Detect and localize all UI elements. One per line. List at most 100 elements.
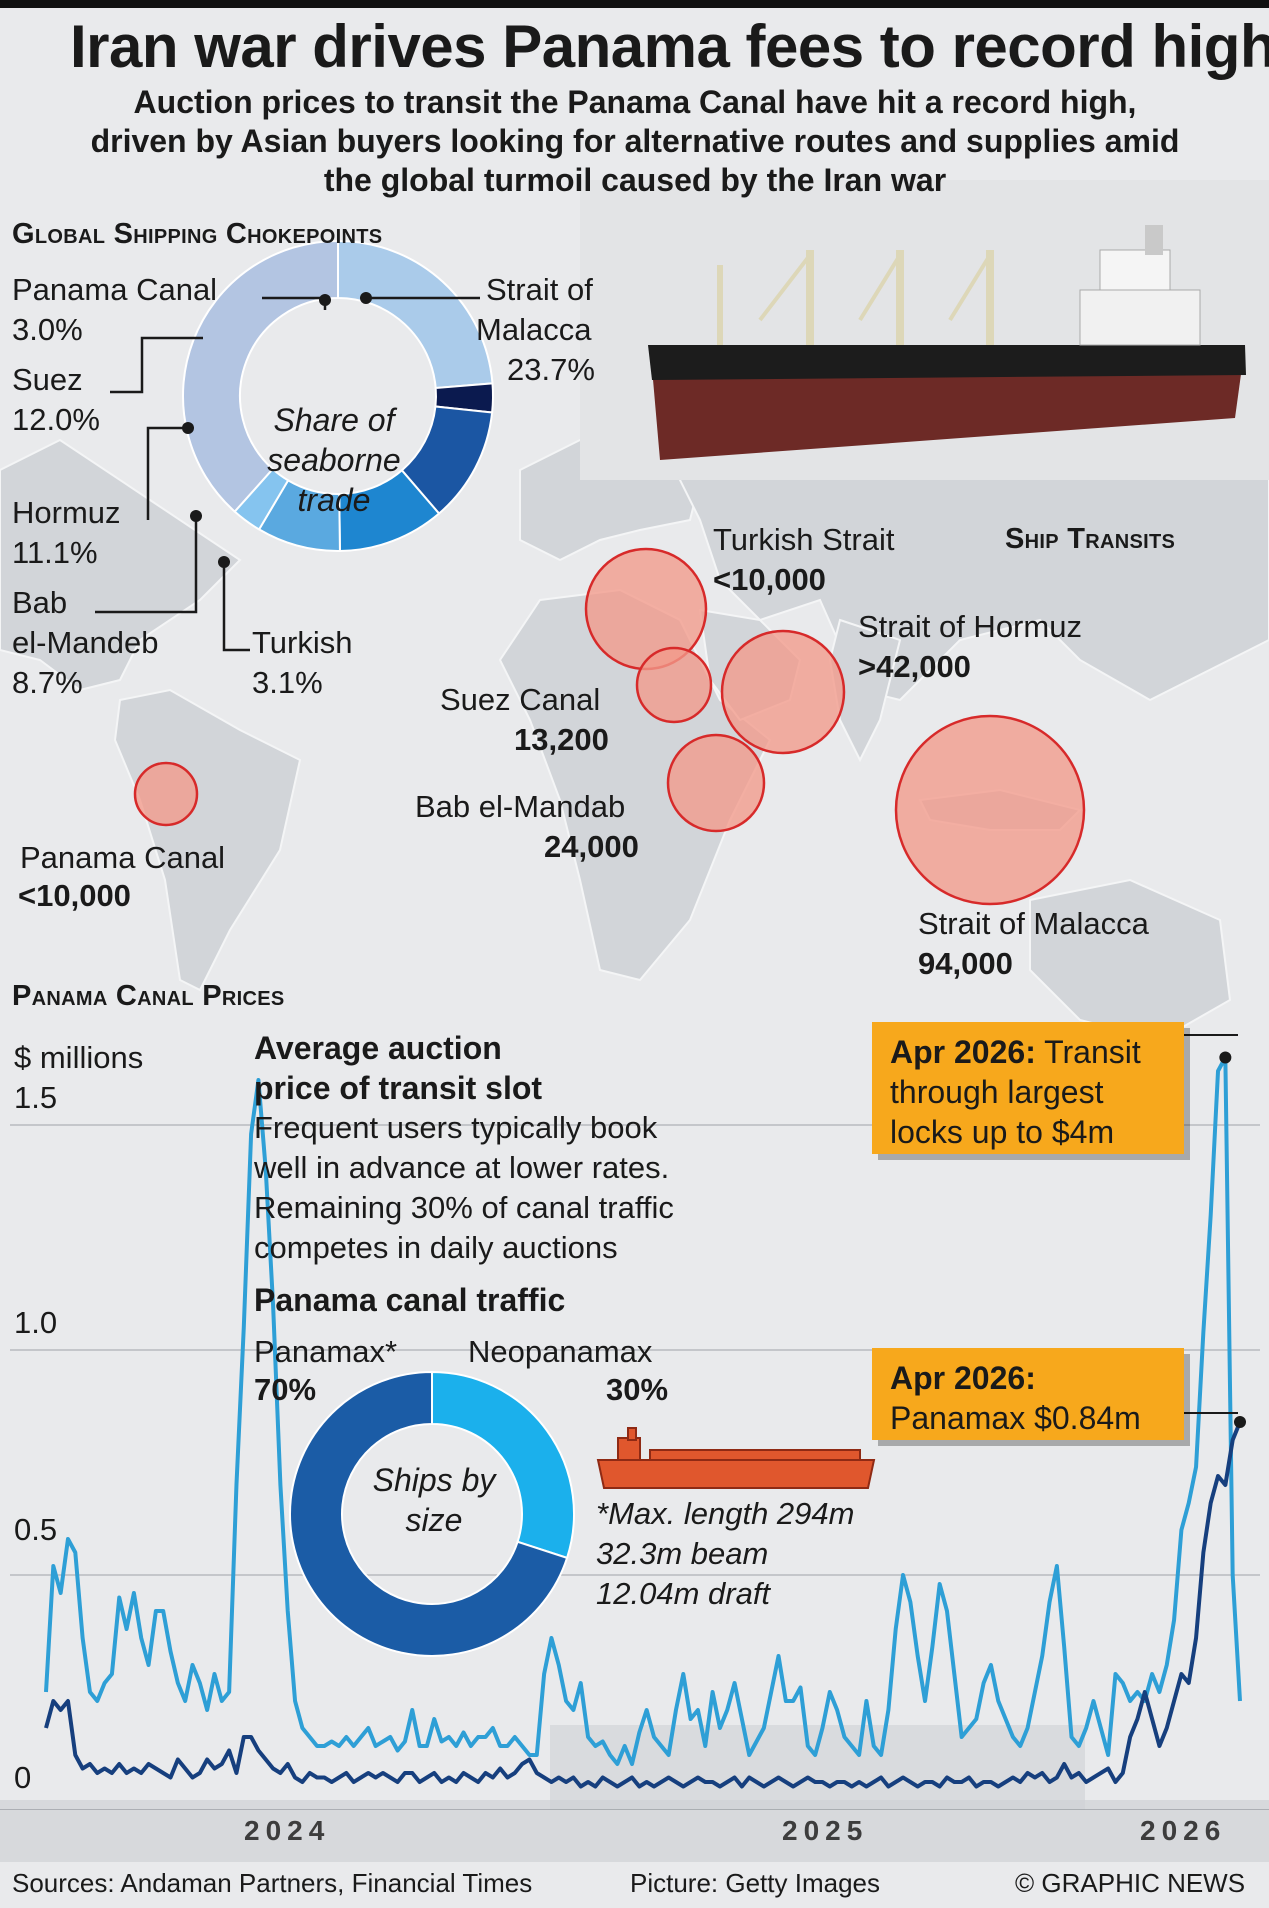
leader-turkish <box>222 562 250 652</box>
transit-value-turkish: <10,000 <box>713 562 826 597</box>
x-tick-2026: 2026 <box>1140 1815 1227 1846</box>
note-line3: 12.04m draft <box>596 1576 771 1611</box>
footer-picture: Picture: Getty Images <box>630 1868 880 1898</box>
transit-name-turkish: Turkish Strait <box>713 522 895 557</box>
world-map <box>0 398 1269 1042</box>
series-panamax-price <box>44 1421 1242 1789</box>
label-bab-line1: Bab <box>12 585 68 620</box>
cargo-ship-photo <box>580 180 1269 480</box>
callout2-bold: Apr 2026: <box>890 1360 1036 1396</box>
note-line2: 32.3m beam <box>596 1536 769 1571</box>
avg-text-line2: well in advance at lower rates. <box>254 1150 670 1185</box>
transit-value-hormuz: >42,000 <box>858 649 971 684</box>
transit-value-suez: 13,200 <box>514 722 609 757</box>
slice-rest-of-trade <box>182 239 339 514</box>
transit-value-panama: <10,000 <box>18 878 131 913</box>
callout2-line1: Apr 2026: <box>890 1358 1166 1398</box>
transit-name-bab: Bab el-Mandab <box>415 789 626 824</box>
prices-section-title: Panama Canal Prices <box>12 980 285 1012</box>
label-malacca-line2: Malacca <box>476 312 592 347</box>
footer-credit: © GRAPHIC NEWS <box>1015 1868 1246 1898</box>
donut2-center-label: Ships by size <box>372 1462 496 1538</box>
end-dot-panamax <box>1234 1416 1246 1428</box>
callout1-line2: through largest <box>890 1074 1104 1110</box>
label-hormuz-name: Hormuz <box>12 495 121 530</box>
transit-value-malacca: 94,000 <box>918 946 1013 981</box>
label-panama-name: Panama Canal <box>12 272 218 307</box>
avg-text-line3: Remaining 30% of canal traffic <box>254 1190 674 1225</box>
end-dot-transit <box>1219 1051 1232 1064</box>
leader-suez <box>110 336 203 394</box>
leader-bab <box>95 516 198 614</box>
donut1-leaders <box>95 292 480 652</box>
neopanamax-pct: 30% <box>606 1372 669 1407</box>
y-tick-0-5: 0.5 <box>14 1512 58 1547</box>
donut1-center-label: Share of seaborne trade <box>267 402 401 518</box>
label-hormuz-pct: 11.1% <box>12 535 98 570</box>
traffic-title: Panama canal traffic <box>254 1282 566 1318</box>
x-tick-2025: 2025 <box>782 1815 869 1846</box>
callout-transit-largest: Apr 2026: Transit through largest locks … <box>872 1022 1184 1154</box>
bubble-strait-of-hormuz <box>720 629 846 755</box>
neopanamax-label: Neopanamax <box>468 1334 653 1369</box>
slice-strait-of-malacca <box>337 239 494 390</box>
transit-bubbles <box>133 547 1086 906</box>
x-axis-band <box>0 1810 1269 1865</box>
transit-name-hormuz: Strait of Hormuz <box>858 609 1082 644</box>
page-subtitle: Auction prices to transit the Panama Can… <box>90 84 1180 198</box>
bubble-strait-of-malacca <box>894 714 1086 906</box>
avg-title-line1: Average auction <box>254 1030 502 1066</box>
bubble-suez-canal <box>635 646 713 724</box>
slice-panamax <box>289 1370 569 1657</box>
leader-hormuz <box>146 426 188 520</box>
panamax-pct: 70% <box>254 1372 317 1407</box>
callout-panamax: Apr 2026: Panamax $0.84m <box>872 1348 1184 1440</box>
callout1-bold: Apr 2026: <box>890 1034 1036 1070</box>
callout2-line2: Panamax $0.84m <box>890 1400 1141 1436</box>
label-suez-pct: 12.0% <box>12 402 100 437</box>
label-bab-pct: 8.7% <box>12 665 83 700</box>
series-transit-price <box>44 1055 1242 1766</box>
transit-value-bab: 24,000 <box>544 829 639 864</box>
label-suez-name: Suez <box>12 362 83 397</box>
panamax-label: Panamax* <box>254 1334 398 1369</box>
top-rule <box>0 0 1269 8</box>
label-malacca-pct: 23.7% <box>507 352 595 387</box>
y-tick-1-0: 1.0 <box>14 1305 58 1340</box>
label-bab-line2: el-Mandeb <box>12 625 159 660</box>
transit-name-suez: Suez Canal <box>440 682 601 717</box>
y-tick-0: 0 <box>14 1760 32 1795</box>
australia-shape <box>1029 878 1232 1042</box>
bubble-panama-canal <box>133 761 199 827</box>
tanker-icon <box>596 1427 876 1489</box>
footer-bar <box>0 1862 1269 1908</box>
transit-name-malacca: Strait of Malacca <box>918 906 1149 941</box>
bubble-bab-el-mandab <box>666 733 766 833</box>
callout1-line1: Apr 2026: Transit <box>890 1032 1166 1072</box>
footer-sources: Sources: Andaman Partners, Financial Tim… <box>12 1868 533 1898</box>
label-turkish-name: Turkish <box>252 625 353 660</box>
label-malacca-line1: Strait of <box>486 272 593 307</box>
price-chart <box>0 1034 1269 1865</box>
callout1-rest: Transit <box>1035 1034 1141 1070</box>
avg-text-line4: competes in daily auctions <box>254 1230 618 1265</box>
y-axis-unit: $ millions <box>14 1040 144 1075</box>
avg-text-line1: Frequent users typically book <box>254 1110 658 1145</box>
avg-title-line2: price of transit slot <box>254 1070 543 1106</box>
seaborne-trade-donut <box>182 239 494 553</box>
label-turkish-pct: 3.1% <box>252 665 323 700</box>
page-title: Iran war drives Panama fees to record hi… <box>70 13 1269 80</box>
x-tick-2024: 2024 <box>244 1815 331 1846</box>
note-line1: *Max. length 294m <box>596 1496 855 1531</box>
transit-name-panama: Panama Canal <box>20 840 226 875</box>
north-america-shape <box>0 438 242 692</box>
callout1-line3: locks up to $4m <box>890 1114 1115 1150</box>
transits-section-title: Ship Transits <box>1005 523 1176 555</box>
slice-turkish <box>233 467 290 531</box>
chokepoints-section-title: Global Shipping Chokepoints <box>12 218 383 250</box>
label-panama-pct: 3.0% <box>12 312 83 347</box>
y-tick-1-5: 1.5 <box>14 1080 58 1115</box>
slice-neopanamax <box>431 1370 575 1560</box>
